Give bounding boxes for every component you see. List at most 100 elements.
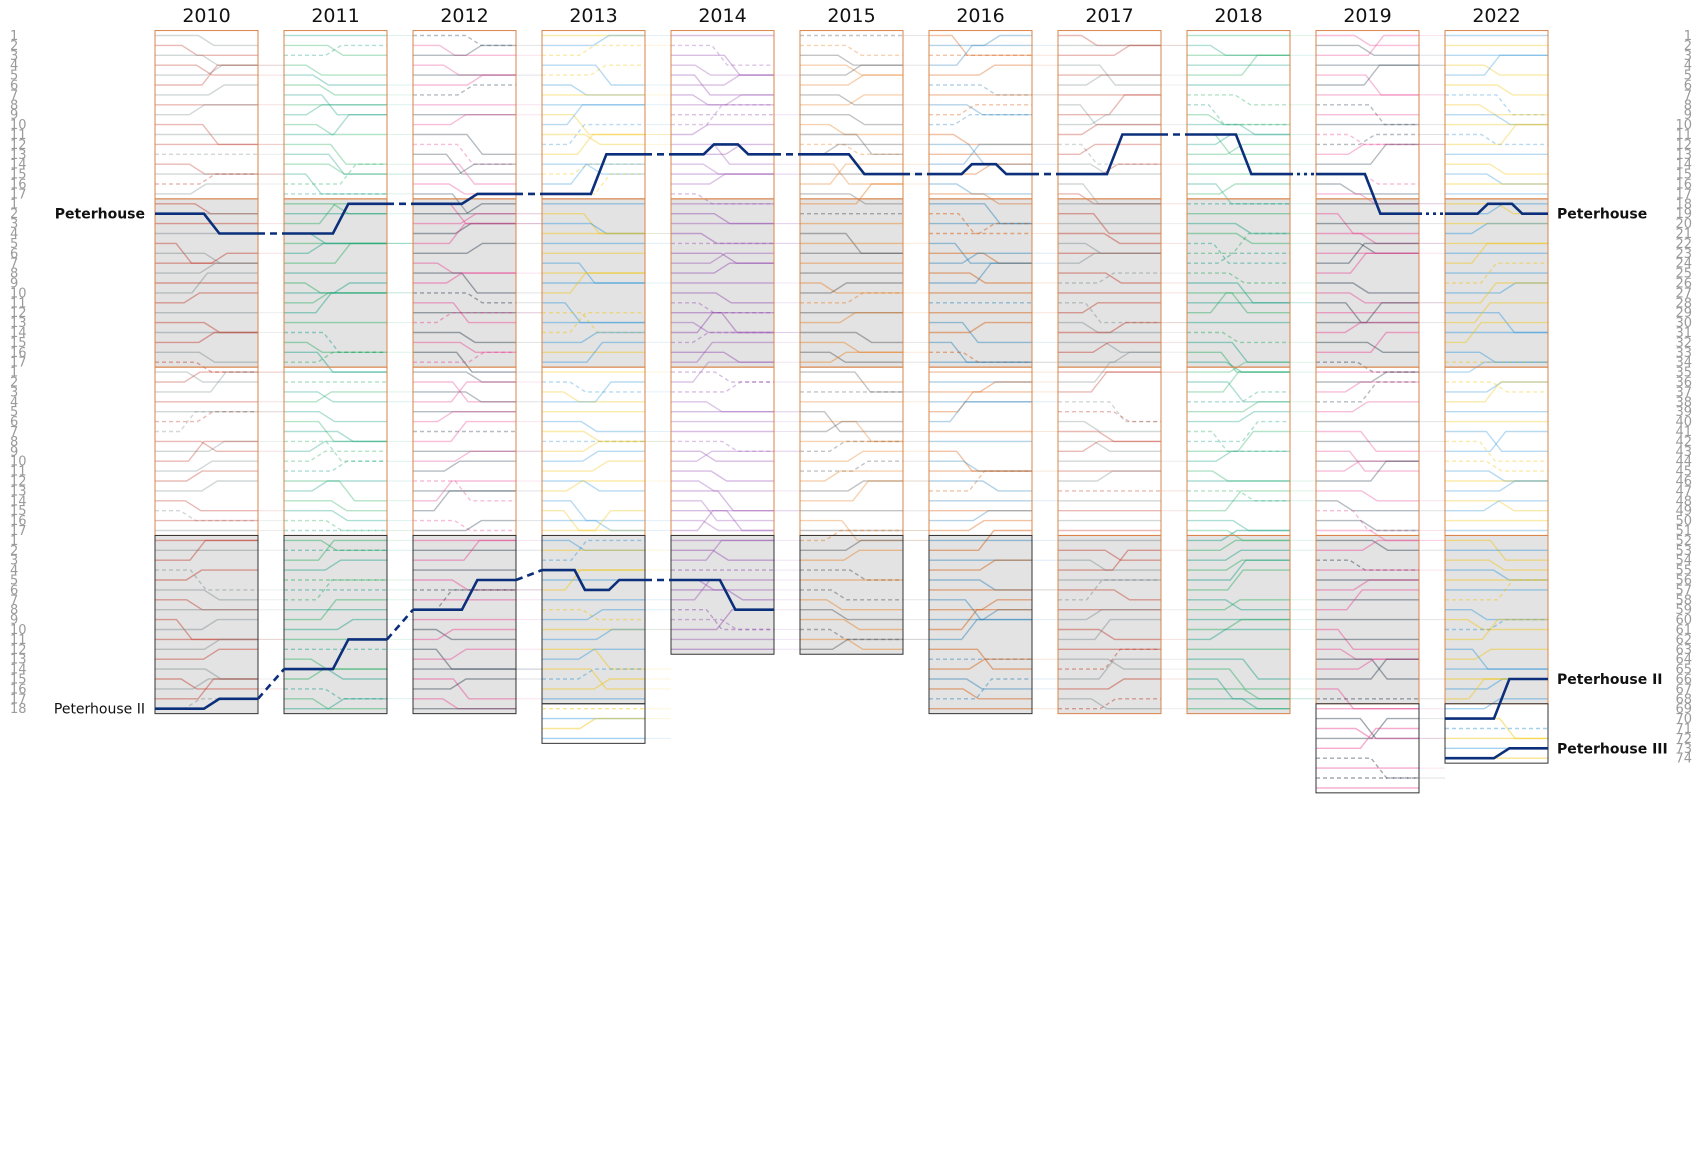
- left-position-label: 3: [10, 49, 18, 64]
- right-position-label: 22: [1675, 237, 1692, 252]
- series-line: [1316, 64, 1419, 86]
- series-line: [1316, 628, 1419, 650]
- series-line: [800, 312, 903, 324]
- series-line: [1058, 648, 1161, 670]
- series-line: [1058, 579, 1161, 601]
- series-line: [1445, 54, 1548, 76]
- series-line: [1187, 539, 1290, 551]
- series-line: [155, 34, 258, 47]
- series-line: [413, 163, 516, 175]
- right-position-label: 5: [1684, 69, 1692, 84]
- series-line: [1445, 133, 1548, 146]
- left-position-label: 8: [10, 98, 18, 113]
- series-line: [1445, 430, 1548, 452]
- background-series-lines: [155, 34, 1548, 789]
- series-line: [929, 678, 1032, 700]
- highlighted-series-lines: [155, 133, 1548, 760]
- series-line: [542, 539, 645, 551]
- series-line: [1187, 272, 1290, 284]
- division-shade: [800, 198, 903, 368]
- series-line: [155, 440, 258, 452]
- series-line: [1187, 411, 1290, 423]
- series-line: [671, 94, 774, 106]
- highlight-line-peterhouse-ii: [284, 638, 387, 671]
- series-line: [800, 74, 903, 86]
- series-line: [1445, 648, 1548, 660]
- series-line: [800, 341, 903, 353]
- series-line: [413, 519, 516, 532]
- series-line: [929, 579, 1032, 591]
- highlight-connector: [515, 568, 543, 582]
- series-line: [284, 510, 387, 522]
- left-position-label: 18: [10, 702, 27, 717]
- series-line: [800, 569, 903, 581]
- series-line: [929, 609, 1032, 621]
- right-position-label: 26: [1675, 277, 1692, 292]
- right-position-label: 58: [1675, 593, 1692, 608]
- series-line: [1058, 232, 1161, 245]
- year-label: 2015: [827, 5, 875, 27]
- series-line: [929, 104, 1032, 116]
- left-position-label: 17: [10, 356, 27, 371]
- right-position-label: 57: [1675, 583, 1692, 598]
- series-line: [800, 371, 903, 393]
- crew-label-right-peterhouse-ii: Peterhouse II: [1557, 672, 1663, 688]
- series-line: [671, 361, 774, 383]
- series-line: [1187, 391, 1290, 403]
- series-line: [155, 262, 258, 274]
- series-line: [1316, 727, 1419, 740]
- series-line: [929, 599, 1032, 611]
- series-line: [1187, 183, 1290, 195]
- series-line: [1316, 183, 1419, 195]
- series-line: [1187, 559, 1290, 571]
- series-line: [1316, 143, 1419, 165]
- right-position-label: 42: [1675, 435, 1692, 450]
- right-position-label: 9: [1684, 108, 1692, 123]
- series-line: [1316, 143, 1419, 155]
- series-line: [929, 321, 1032, 334]
- series-line: [155, 440, 258, 452]
- series-line: [1058, 411, 1161, 423]
- series-line: [929, 114, 1032, 126]
- series-line: [1058, 341, 1161, 353]
- left-position-label: 16: [10, 346, 27, 361]
- series-line: [929, 480, 1032, 492]
- series-line: [929, 470, 1032, 492]
- series-line: [1058, 678, 1161, 690]
- series-line: [542, 500, 645, 522]
- right-position-label: 31: [1675, 326, 1692, 341]
- series-line: [284, 500, 387, 512]
- series-line: [800, 183, 903, 205]
- series-line: [1445, 500, 1548, 512]
- series-line: [671, 589, 774, 601]
- left-position-label: 14: [10, 158, 27, 173]
- series-line: [155, 173, 258, 185]
- series-line: [284, 440, 387, 452]
- series-line: [1316, 104, 1419, 126]
- series-line: [1058, 559, 1161, 571]
- series-line: [1058, 123, 1161, 136]
- right-position-label: 55: [1675, 564, 1692, 579]
- left-position-label: 15: [10, 504, 27, 519]
- left-position-label: 11: [10, 633, 27, 648]
- series-line: [929, 341, 1032, 363]
- series-line: [929, 183, 1032, 195]
- series-line: [929, 252, 1032, 264]
- series-line: [542, 312, 645, 334]
- right-position-label: 21: [1675, 227, 1692, 242]
- left-position-label: 6: [10, 583, 18, 598]
- series-line: [929, 213, 1032, 235]
- division-frame: [799, 534, 904, 655]
- right-position-label: 69: [1675, 702, 1692, 717]
- series-line: [413, 222, 516, 235]
- right-position-label: 20: [1675, 217, 1692, 232]
- left-position-label: 13: [10, 484, 27, 499]
- series-line: [1316, 688, 1419, 710]
- series-line: [800, 232, 903, 254]
- series-line: [1058, 143, 1161, 155]
- series-line: [1445, 500, 1548, 512]
- left-position-label: 3: [10, 385, 18, 400]
- series-line: [413, 579, 516, 591]
- series-line: [155, 510, 258, 522]
